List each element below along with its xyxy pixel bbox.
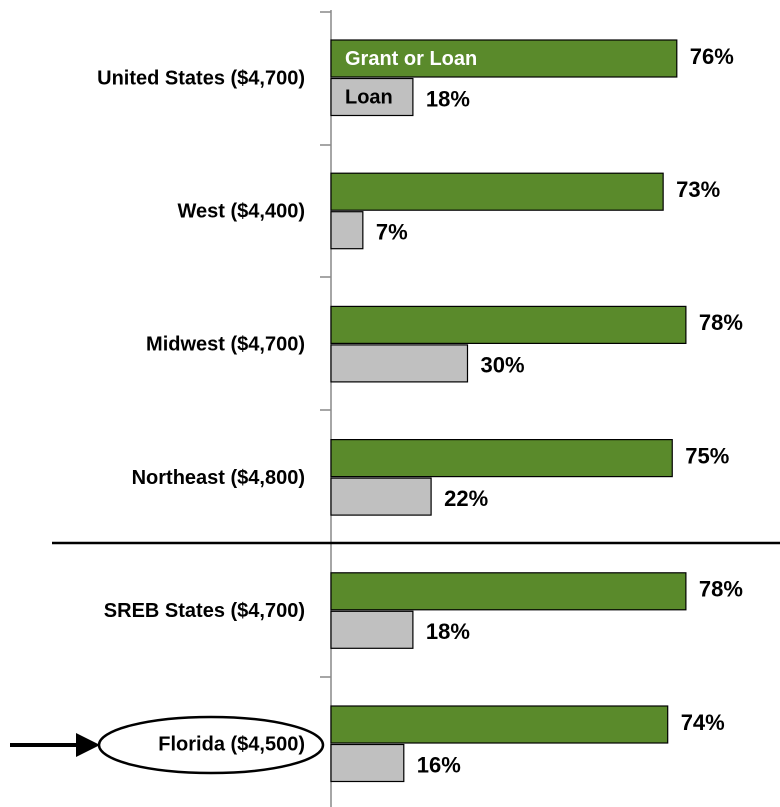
bar bbox=[330, 477, 432, 516]
bar bbox=[330, 305, 687, 344]
bar bbox=[330, 172, 664, 211]
category-label: United States ($4,700) bbox=[97, 67, 305, 89]
category-label: West ($4,400) bbox=[178, 200, 305, 222]
data-label: 16% bbox=[417, 752, 461, 777]
data-label: 7% bbox=[376, 220, 408, 245]
data-label: 22% bbox=[444, 486, 488, 511]
data-label: 78% bbox=[699, 577, 743, 602]
data-label: 78% bbox=[699, 310, 743, 335]
legend-label: Loan bbox=[345, 86, 393, 108]
category-label: Florida ($4,500) bbox=[158, 733, 305, 755]
bar bbox=[330, 572, 687, 611]
category-label: Northeast ($4,800) bbox=[132, 467, 305, 489]
bar bbox=[330, 705, 669, 744]
bar bbox=[330, 39, 678, 78]
data-label: 18% bbox=[426, 619, 470, 644]
bar bbox=[330, 743, 405, 783]
data-label: 30% bbox=[481, 353, 525, 378]
arrow-head bbox=[76, 733, 100, 757]
legend-label: Grant or Loan bbox=[345, 48, 477, 70]
bar bbox=[330, 211, 364, 250]
bar bbox=[330, 439, 673, 478]
bar bbox=[330, 77, 414, 117]
category-label: Midwest ($4,700) bbox=[146, 334, 305, 356]
category-label: SREB States ($4,700) bbox=[104, 600, 305, 622]
highlight-ellipse bbox=[97, 715, 325, 775]
data-label: 75% bbox=[685, 443, 729, 468]
data-label: 74% bbox=[681, 710, 725, 735]
bar bbox=[330, 344, 469, 383]
data-label: 76% bbox=[690, 44, 734, 69]
data-label: 73% bbox=[676, 177, 720, 202]
bar bbox=[330, 610, 414, 649]
data-label: 18% bbox=[426, 86, 470, 111]
